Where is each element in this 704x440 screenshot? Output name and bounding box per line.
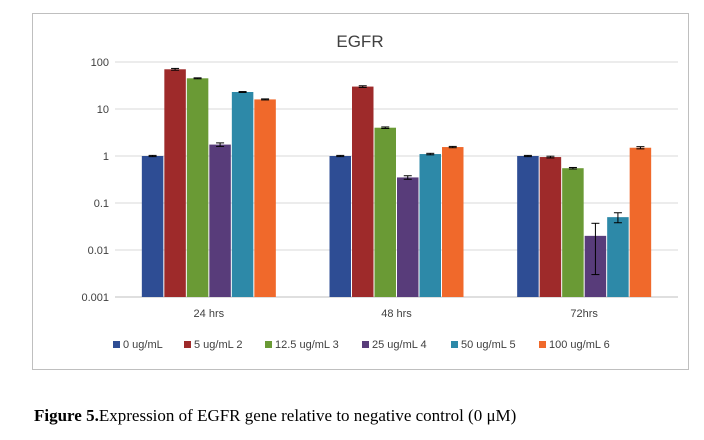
- y-tick-label: 1: [103, 151, 109, 163]
- y-tick-label: 0.01: [88, 245, 109, 257]
- x-axis-tick-labels: 24 hrs 48 hrs 72hrs: [194, 308, 599, 320]
- legend-swatch: [451, 341, 458, 348]
- error-bars: [148, 67, 645, 276]
- gridlines: [115, 61, 678, 298]
- legend-label: 12.5 ug/mL 3: [275, 339, 339, 351]
- bar: [254, 99, 276, 297]
- figure-caption-text: Expression of EGFR gene relative to nega…: [98, 406, 517, 425]
- legend-label: 50 ug/mL 5: [461, 339, 516, 351]
- bar: [607, 217, 629, 297]
- bar: [517, 156, 539, 297]
- bar: [374, 127, 396, 297]
- bar: [539, 157, 562, 297]
- legend-swatch: [113, 341, 120, 348]
- x-tick-label: 72hrs: [570, 308, 598, 320]
- x-tick-label: 24 hrs: [194, 308, 225, 320]
- legend-swatch: [184, 341, 191, 348]
- legend-label: 5 ug/mL 2: [194, 339, 243, 351]
- bar-chart: EGFR 100 10 1 0.1 0.01 0.001 24 hrs 48 hrs 72hr…: [81, 32, 678, 351]
- legend: 0 ug/mL 5 ug/mL 2 12.5 ug/mL 3 25 ug/mL 4 50…: [113, 339, 610, 351]
- x-tick-label: 48 hrs: [381, 308, 412, 320]
- legend-swatch: [539, 341, 546, 348]
- bar: [629, 147, 652, 297]
- bar: [231, 91, 254, 297]
- y-tick-label: 0.1: [94, 198, 109, 210]
- y-axis-tick-labels: 100 10 1 0.1 0.01 0.001: [81, 57, 109, 304]
- bar: [397, 177, 419, 297]
- legend-label: 25 ug/mL 4: [372, 339, 427, 351]
- bar: [562, 168, 584, 297]
- legend-label: 100 ug/mL 6: [549, 339, 610, 351]
- figure-caption-lead: Figure 5.: [34, 406, 99, 425]
- chart-title: EGFR: [336, 32, 383, 51]
- figure-caption: Figure 5.Expression of EGFR gene relativ…: [34, 406, 516, 426]
- bar: [209, 144, 231, 297]
- bars: [141, 69, 652, 297]
- bar: [352, 86, 374, 297]
- bar: [419, 154, 441, 297]
- legend-swatch: [362, 341, 369, 348]
- bar: [141, 156, 164, 297]
- y-tick-label: 100: [91, 57, 109, 69]
- legend-label: 0 ug/mL: [123, 339, 163, 351]
- bar: [164, 69, 186, 297]
- chart-frame: EGFR 100 10 1 0.1 0.01 0.001 24 hrs 48 hrs 72hr…: [32, 13, 689, 370]
- bar: [442, 147, 464, 297]
- bar: [329, 156, 351, 297]
- legend-swatch: [265, 341, 272, 348]
- bar: [186, 78, 209, 297]
- y-tick-label: 0.001: [81, 292, 109, 304]
- y-tick-label: 10: [97, 104, 109, 116]
